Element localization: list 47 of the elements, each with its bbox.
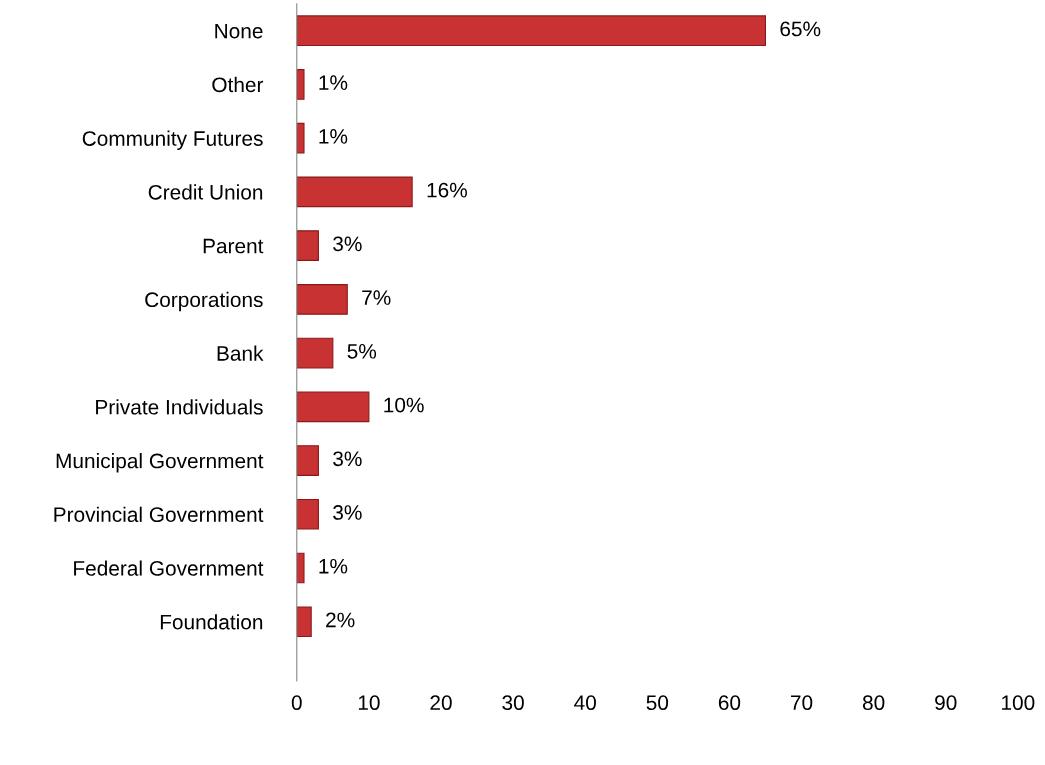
x-tick-label: 80 [862,695,885,711]
y-tick-label: Bank [217,345,264,361]
y-tick-label: Municipal Government [56,453,264,473]
y-tick-label: Corporations [145,291,263,312]
y-tick-label: Federal Government [74,560,264,576]
bar [296,552,305,584]
bar [296,69,305,100]
y-tick-label: Private Individuals [96,399,263,415]
data-label: 1% [319,558,348,574]
data-label: 5% [347,344,377,359]
x-tick-label: 60 [718,695,741,711]
data-label: 16% [427,182,467,198]
y-tick-label: Community Futures [82,130,263,151]
data-label: 3% [333,505,362,520]
x-tick-label: 70 [791,695,813,711]
x-tick-label: 90 [935,695,957,711]
data-label: 1% [319,75,348,90]
bar [296,391,370,423]
data-label: 2% [326,612,355,628]
x-tick-label: 10 [358,695,380,711]
bar [296,445,319,476]
y-tick-label: None [215,23,263,39]
x-tick-label: 0 [291,695,302,711]
data-label: 7% [362,290,391,305]
bar [296,284,348,315]
y-tick-label: Credit Union [148,184,263,200]
bar [296,15,767,47]
data-label: 1% [319,129,348,144]
x-tick-label: 50 [646,695,669,711]
y-tick-label: Foundation [160,614,263,630]
y-tick-label: Provincial Government [54,506,264,523]
data-label: 65% [780,21,821,37]
x-tick-label: 100 [1002,695,1035,711]
x-tick-label: 20 [430,695,452,711]
bar [296,498,319,530]
bar [296,176,413,208]
bar [296,122,305,154]
bar [296,337,334,369]
x-tick-label: 30 [502,695,524,711]
data-label: 3% [333,451,362,467]
y-tick-label: Other [212,76,264,93]
y-tick-label: Parent [203,238,264,254]
x-tick-label: 40 [574,695,596,711]
data-label: 10% [384,397,424,413]
data-label: 3% [333,236,362,252]
bar [296,606,312,638]
bar [296,230,319,261]
